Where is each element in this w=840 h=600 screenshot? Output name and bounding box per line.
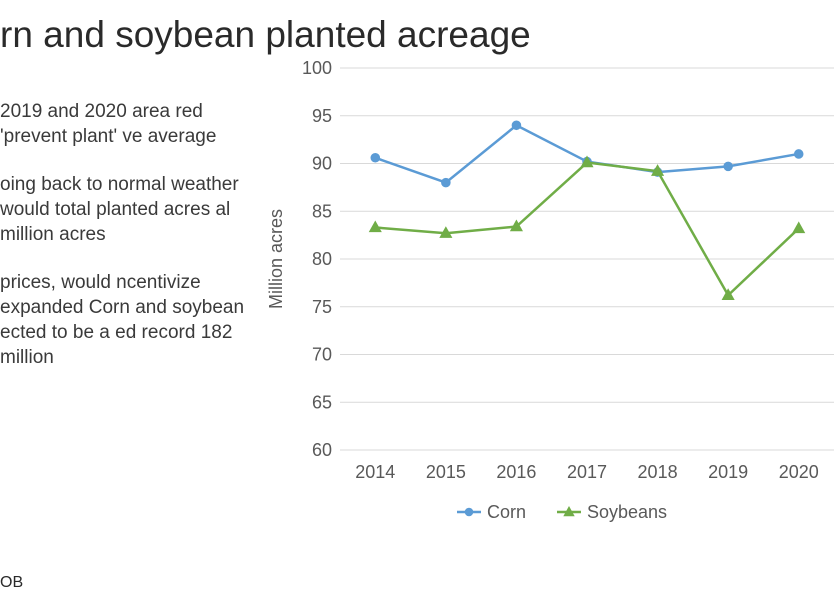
line-chart: 60 65 70 75 80 85 90 95 100 Million acres 2014 2015…	[254, 58, 840, 558]
y-tick-label: 60	[312, 440, 332, 460]
y-tick-label: 95	[312, 106, 332, 126]
x-tick-label: 2017	[567, 462, 607, 482]
page-title: rn and soybean planted acreage	[0, 14, 531, 56]
x-tick-label: 2018	[638, 462, 678, 482]
series-line	[375, 125, 798, 182]
x-tick-label: 2020	[779, 462, 819, 482]
series-marker-circle	[371, 153, 380, 162]
series-marker-triangle	[793, 222, 804, 232]
y-tick-label: 85	[312, 201, 332, 221]
series-marker-circle	[442, 178, 451, 187]
legend-label: Soybeans	[587, 502, 667, 522]
x-tick-label: 2014	[355, 462, 395, 482]
series-line	[375, 163, 798, 296]
series-marker-circle	[794, 150, 803, 159]
series-marker-circle	[512, 121, 521, 130]
y-tick-label: 100	[302, 58, 332, 78]
y-axis-title: Million acres	[266, 209, 286, 309]
y-tick-label: 90	[312, 154, 332, 174]
bullet-item: 2019 and 2020 area red 'prevent plant' v…	[0, 100, 260, 149]
x-tick-label: 2015	[426, 462, 466, 482]
y-tick-label: 75	[312, 297, 332, 317]
series-marker-circle	[724, 162, 733, 171]
legend-label: Corn	[487, 502, 526, 522]
y-tick-label: 80	[312, 249, 332, 269]
bullet-list: 2019 and 2020 area red 'prevent plant' v…	[0, 100, 260, 394]
x-tick-label: 2016	[496, 462, 536, 482]
bullet-item: prices, would ncentivize expanded Corn a…	[0, 271, 260, 370]
y-tick-label: 70	[312, 345, 332, 365]
y-tick-label: 65	[312, 392, 332, 412]
legend-marker-circle	[465, 508, 474, 517]
bullet-item: oing back to normal weather would total …	[0, 173, 260, 247]
x-tick-label: 2019	[708, 462, 748, 482]
source-text: OB	[0, 574, 23, 592]
